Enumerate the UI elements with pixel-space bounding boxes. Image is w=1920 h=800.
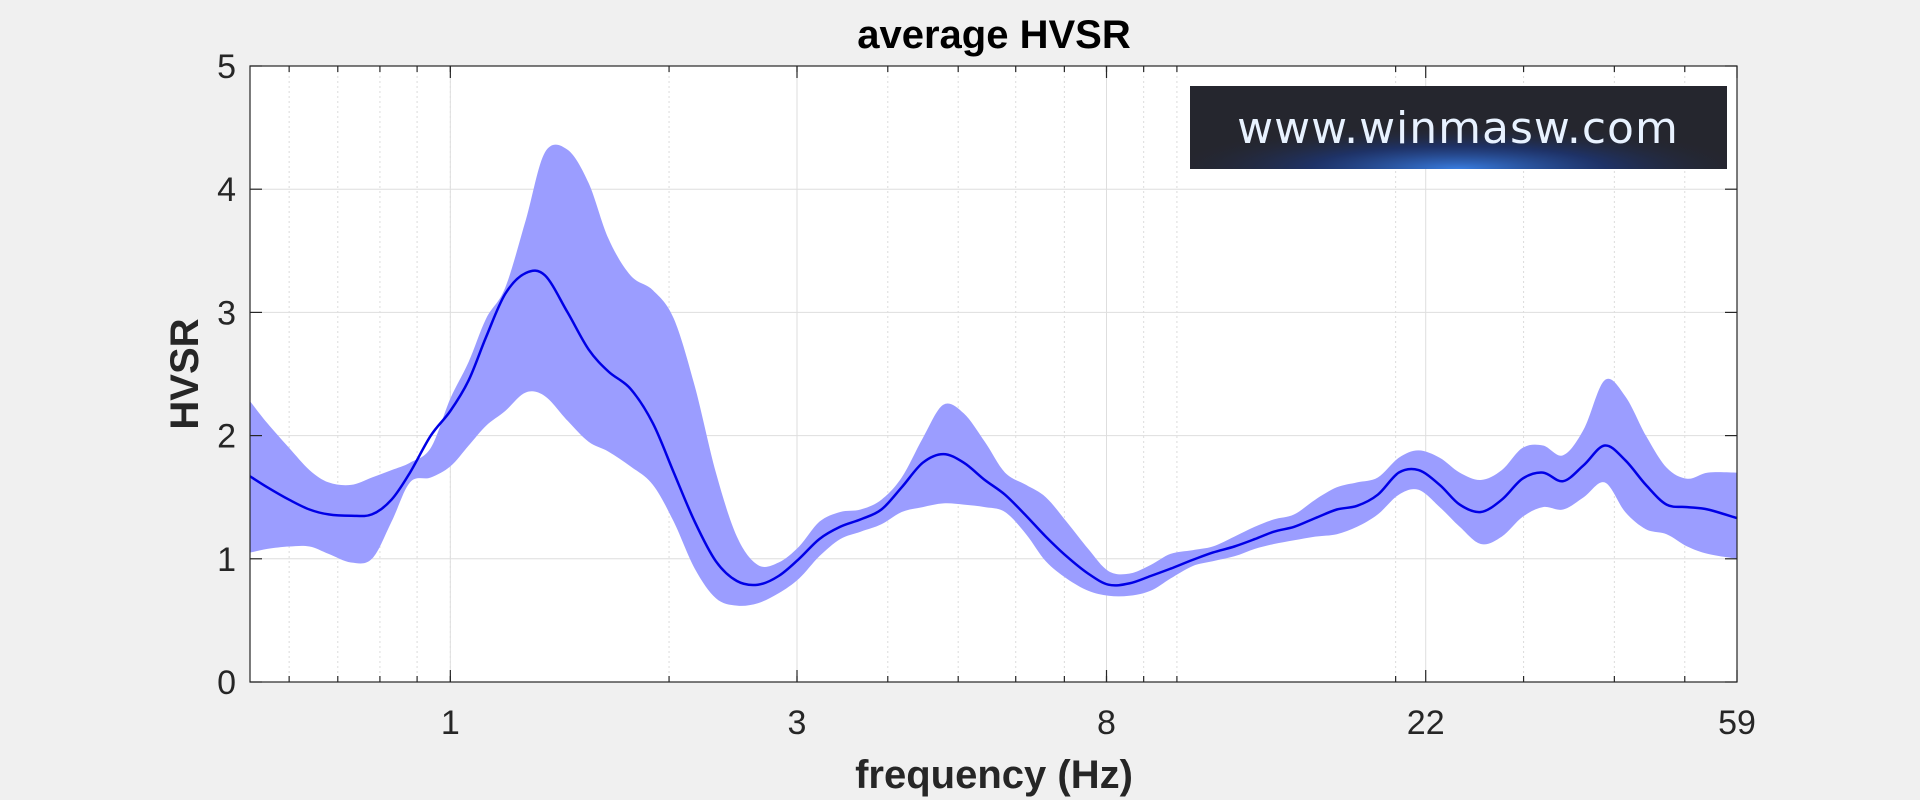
x-tick-labels: 1 3 8 22 59 <box>441 704 1756 742</box>
y-tick-label: 3 <box>217 294 236 332</box>
x-axis-label: frequency (Hz) <box>855 753 1133 797</box>
x-tick-label: 1 <box>441 704 460 742</box>
hvsr-average-line <box>250 269 1737 587</box>
x-tick-label: 8 <box>1097 704 1116 742</box>
axis-ticks <box>250 65 1738 683</box>
y-tick-label: 5 <box>217 48 236 86</box>
y-tick-label: 2 <box>217 418 236 456</box>
x-tick-label: 22 <box>1407 704 1445 742</box>
winmasw-logo: www.winmasw.com <box>1190 86 1727 169</box>
hvsr-std-band <box>250 144 1737 606</box>
logo-text: www.winmasw.com <box>1237 103 1679 154</box>
y-axis-label: HVSR <box>163 318 207 429</box>
y-tick-label: 0 <box>217 664 236 702</box>
chart-title: average HVSR <box>857 13 1131 57</box>
x-tick-label: 59 <box>1718 704 1756 742</box>
x-tick-label: 3 <box>788 704 807 742</box>
y-tick-label: 1 <box>217 541 236 579</box>
axes-box <box>249 65 1738 683</box>
y-tick-labels: 0 1 2 3 4 5 <box>217 48 236 702</box>
y-tick-label: 4 <box>217 171 236 209</box>
